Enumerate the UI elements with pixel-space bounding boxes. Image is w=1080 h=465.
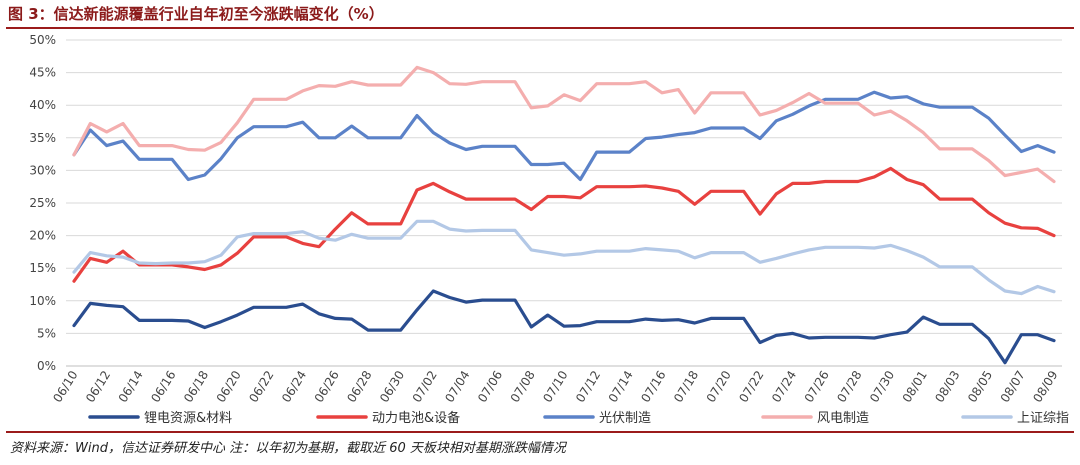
x-tick-label: 08/01 bbox=[900, 368, 930, 405]
x-axis-ticks: 06/10 06/12 06/14 06/16 06/18 06/20 06/22 06/24… bbox=[50, 368, 1060, 405]
legend: 锂电资源&材料 动力电池&设备 光伏制造 风电制造 上证综指 bbox=[88, 410, 1069, 426]
x-tick-label: 08/09 bbox=[1030, 368, 1060, 405]
series-line-1 bbox=[72, 289, 1056, 365]
legend-label-5: 上证综指 bbox=[1017, 411, 1069, 426]
title-rule bbox=[6, 27, 1074, 29]
y-tick-label: 50% bbox=[29, 33, 56, 47]
x-tick-label: 07/28 bbox=[834, 368, 864, 405]
x-tick-label: 07/10 bbox=[540, 368, 570, 405]
y-tick-label: 40% bbox=[29, 98, 56, 112]
line-chart: 0%5%10%15%20%25%30%35%40%45%50% 06/10 06/… bbox=[29, 33, 1069, 426]
chart-title: 图 3：信达新能源覆盖行业自年初至今涨跌幅变化（%） bbox=[8, 5, 384, 23]
gridlines bbox=[66, 39, 1062, 367]
y-axis-ticks: 0% 5% 10% 15% 20% 25% 30% 35% 40% 45% 50% bbox=[29, 33, 56, 373]
x-tick-label: 06/10 bbox=[50, 368, 80, 405]
y-tick-label: 25% bbox=[29, 196, 56, 210]
series-line-3 bbox=[72, 90, 1056, 182]
y-tick-label: 30% bbox=[29, 163, 56, 177]
x-tick-label: 07/12 bbox=[573, 368, 603, 405]
y-tick-label: 35% bbox=[29, 131, 56, 145]
x-tick-label: 07/26 bbox=[802, 368, 832, 405]
y-tick-label: 10% bbox=[29, 294, 56, 308]
x-tick-label: 07/08 bbox=[508, 368, 538, 405]
x-tick-label: 07/22 bbox=[736, 368, 766, 405]
x-tick-label: 06/12 bbox=[83, 368, 113, 405]
x-tick-label: 06/18 bbox=[181, 368, 211, 405]
y-tick-label: 45% bbox=[29, 66, 56, 80]
y-tick-label: 15% bbox=[29, 261, 56, 275]
x-tick-label: 06/16 bbox=[148, 368, 178, 405]
source-note: 资料来源：Wind，信达证券研发中心 注：以年初为基期，截取近 60 天板块相对… bbox=[10, 441, 566, 456]
x-tick-label: 07/30 bbox=[867, 368, 897, 405]
legend-label-4: 风电制造 bbox=[817, 411, 869, 426]
x-tick-label: 07/20 bbox=[704, 368, 734, 405]
legend-label-1: 锂电资源&材料 bbox=[144, 411, 232, 426]
x-tick-label: 08/07 bbox=[998, 368, 1028, 405]
x-tick-label: 08/05 bbox=[965, 368, 995, 405]
x-tick-label: 06/24 bbox=[279, 368, 309, 405]
x-tick-label: 07/24 bbox=[769, 368, 799, 405]
legend-label-2: 动力电池&设备 bbox=[372, 410, 460, 426]
x-tick-label: 06/20 bbox=[214, 368, 244, 405]
x-tick-label: 07/06 bbox=[475, 368, 505, 405]
x-tick-label: 06/14 bbox=[116, 368, 146, 405]
series-line-2 bbox=[72, 166, 1056, 283]
x-tick-label: 07/04 bbox=[442, 368, 472, 405]
x-tick-label: 07/02 bbox=[410, 368, 440, 405]
x-tick-label: 06/22 bbox=[246, 368, 276, 405]
x-tick-label: 07/18 bbox=[671, 368, 701, 405]
legend-label-3: 光伏制造 bbox=[599, 411, 651, 426]
y-tick-label: 20% bbox=[29, 229, 56, 243]
x-tick-label: 08/03 bbox=[932, 368, 962, 405]
x-tick-label: 07/16 bbox=[638, 368, 668, 405]
series-line-5 bbox=[72, 219, 1056, 296]
series-lines bbox=[72, 65, 1056, 365]
x-tick-label: 06/30 bbox=[377, 368, 407, 405]
source-rule bbox=[6, 431, 1074, 433]
y-tick-label: 5% bbox=[37, 326, 56, 340]
y-tick-label: 0% bbox=[37, 359, 56, 373]
x-tick-label: 07/14 bbox=[606, 368, 636, 405]
series-line-4 bbox=[72, 65, 1056, 184]
x-tick-label: 06/28 bbox=[344, 368, 374, 405]
x-tick-label: 06/26 bbox=[312, 368, 342, 405]
